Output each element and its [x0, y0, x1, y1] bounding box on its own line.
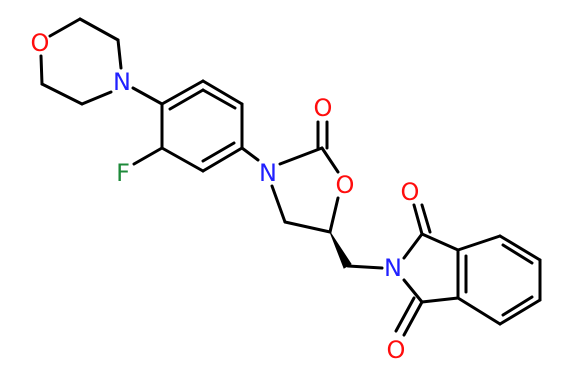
atom-label: O [401, 178, 420, 206]
atom-label: O [31, 29, 50, 57]
bonds [39, 17, 542, 337]
atom-label: N [259, 159, 277, 187]
atom-label: N [384, 254, 402, 282]
atom-label: O [314, 94, 333, 122]
atom-label: N [113, 68, 131, 96]
atom-label: F [116, 159, 130, 187]
atom-label: O [387, 336, 406, 364]
atom-label: O [336, 171, 355, 199]
